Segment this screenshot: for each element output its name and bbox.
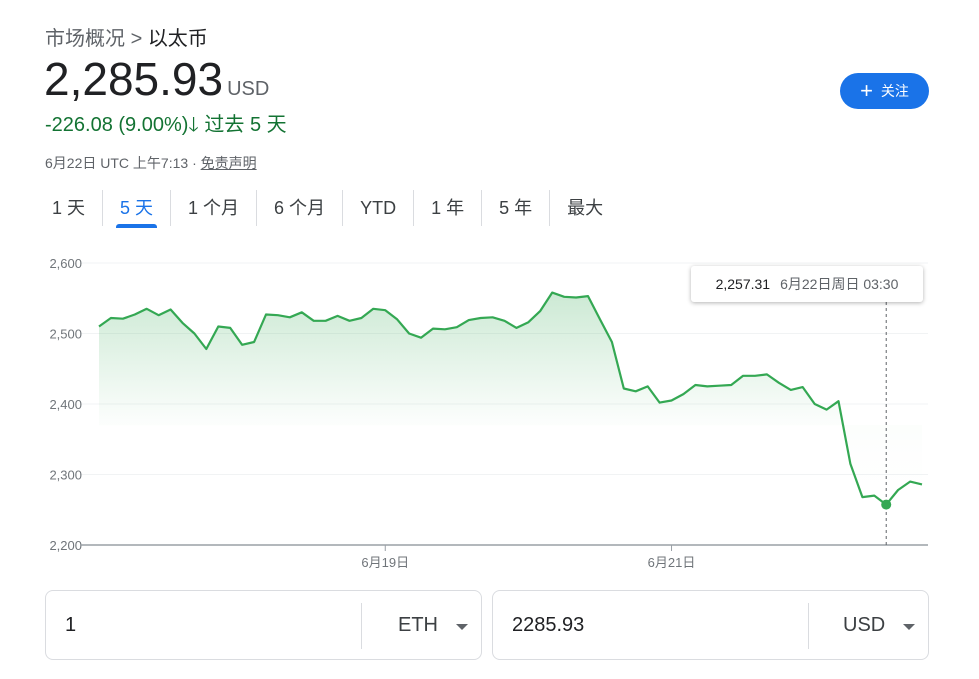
from-amount-input[interactable]: 1	[65, 614, 77, 636]
y-tick-label: 2,400	[49, 397, 82, 412]
breadcrumb-current: 以太币	[147, 28, 208, 50]
price-change: -226.08 (9.00%)🡓 过去 5 天	[45, 108, 287, 144]
from-converter: 1 ETH	[45, 590, 482, 660]
arrow-down-icon: 🡓	[188, 114, 199, 136]
follow-button[interactable]: + 关注	[840, 73, 929, 109]
divider	[361, 603, 362, 649]
timestamp: 6月22日 UTC 上午7:13	[45, 155, 189, 171]
change-period: 过去 5 天	[204, 114, 287, 136]
tab-max[interactable]: 最大	[567, 198, 604, 218]
price-line	[98, 291, 923, 506]
y-tick-label: 2,600	[49, 256, 82, 271]
to-unit-select[interactable]: USD	[843, 614, 886, 636]
plus-icon: +	[860, 78, 873, 103]
chart-tooltip: 2,257.31 6月22日周日 03:30	[691, 266, 923, 302]
y-tick-label: 2,500	[49, 327, 82, 342]
price-value: 2,285.93	[44, 53, 224, 105]
tooltip-datetime: 6月22日周日 03:30	[780, 276, 899, 292]
price: 2,285.93 USD	[44, 52, 269, 106]
x-tick-label: 6月21日	[648, 555, 696, 570]
from-unit-select[interactable]: ETH	[398, 614, 438, 636]
price-chart[interactable]: 2,600 2,500 2,400 2,300 2,200 6月19日 6月21日	[0, 240, 979, 580]
to-converter: 2285.93 USD	[492, 590, 929, 660]
y-tick-label: 2,200	[49, 538, 82, 553]
disclaimer-link[interactable]: 免责声明	[200, 155, 257, 171]
tab-ytd[interactable]: YTD	[343, 190, 415, 226]
tooltip-value: 2,257.31	[715, 276, 771, 292]
y-tick-label: 2,300	[49, 468, 82, 483]
breadcrumb: 市场概况 > 以太币	[45, 22, 208, 51]
breadcrumb-separator: >	[130, 28, 143, 50]
dot-separator: ·	[192, 155, 197, 171]
tab-1d[interactable]: 1 天	[35, 190, 104, 226]
change-value: -226.08 (9.00%)	[45, 114, 189, 136]
tab-6m[interactable]: 6 个月	[257, 190, 344, 226]
range-tabs: 1 天 5 天 1 个月 6 个月 YTD 1 年 5 年 最大	[35, 190, 620, 228]
breadcrumb-parent[interactable]: 市场概况	[45, 28, 125, 50]
tab-1y[interactable]: 1 年	[414, 190, 483, 226]
tab-5y[interactable]: 5 年	[482, 190, 551, 226]
to-amount-input[interactable]: 2285.93	[512, 614, 585, 636]
tab-1m[interactable]: 1 个月	[171, 190, 258, 226]
follow-label: 关注	[880, 83, 909, 99]
tab-5d[interactable]: 5 天	[103, 190, 172, 228]
area-fill	[99, 292, 922, 505]
x-tick-label: 6月19日	[361, 555, 409, 570]
chevron-down-icon[interactable]	[456, 624, 468, 630]
divider	[808, 603, 809, 649]
hover-point	[881, 499, 892, 510]
currency-code: USD	[227, 78, 270, 100]
chevron-down-icon[interactable]	[903, 624, 915, 630]
quote-meta: 6月22日 UTC 上午7:13 · 免责声明	[45, 153, 257, 173]
